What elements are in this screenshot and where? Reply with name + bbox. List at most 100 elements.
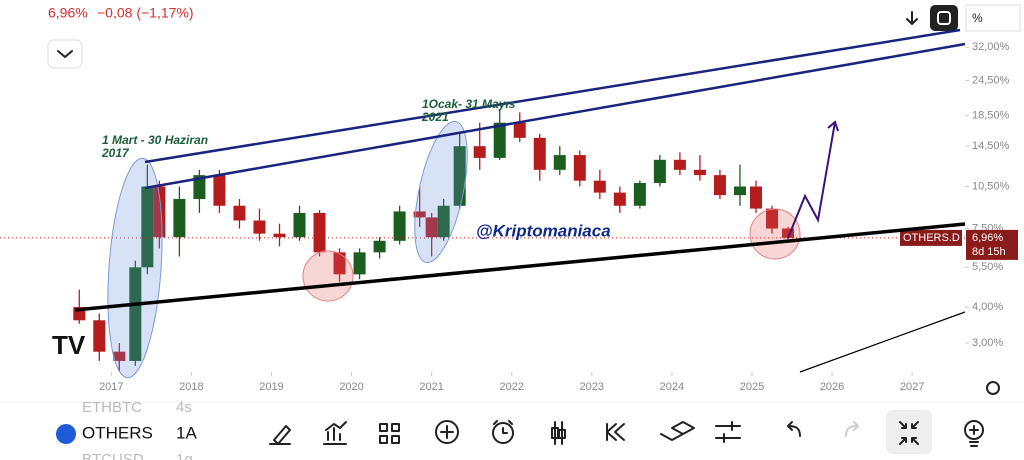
download-icon[interactable] — [906, 11, 918, 25]
arrow-head — [827, 120, 839, 132]
candle-body — [713, 175, 726, 196]
y-tick-label: 32,00% — [972, 41, 1010, 53]
candle-body — [333, 252, 346, 275]
interval[interactable]: 1A — [176, 423, 197, 442]
annotation: 1 Mart - 30 Haziran — [102, 133, 208, 147]
layouts[interactable] — [379, 423, 400, 444]
y-tick-label: 3,00% — [972, 337, 1003, 349]
candle-body — [673, 159, 686, 170]
highlight-circle — [302, 250, 354, 302]
candle-body — [733, 186, 746, 196]
symbol[interactable]: OTHERS — [82, 423, 153, 442]
candle-body — [533, 137, 546, 170]
candle-body — [393, 211, 406, 241]
countdown-label: 8d 15h — [972, 246, 1006, 258]
candle-body — [593, 180, 606, 193]
candle-body — [633, 182, 646, 206]
fullscreen-icon — [937, 11, 951, 25]
x-tick-label: 2018 — [179, 381, 203, 393]
candle-body — [473, 146, 486, 158]
candle-body — [653, 159, 666, 183]
watchlist-symbol[interactable]: ETHBTC — [82, 399, 142, 416]
header-change: −0,08 (−1,17%) — [97, 5, 194, 21]
candle-body — [493, 122, 506, 158]
candle-body — [273, 233, 286, 238]
collapse-button[interactable] — [47, 39, 83, 69]
y-tick-label: 4,00% — [972, 301, 1003, 313]
candle-body — [749, 186, 762, 209]
projection-arrow — [787, 121, 836, 239]
annotation: 2021 — [421, 110, 449, 124]
channel-line — [144, 42, 966, 190]
x-tick-label: 2017 — [99, 381, 123, 393]
highlight-ellipse — [107, 157, 163, 379]
watchlist-interval: 1g — [176, 451, 193, 460]
scale-label: % — [972, 11, 983, 25]
fit-icon — [899, 421, 919, 445]
x-tick-label: 2026 — [820, 381, 844, 393]
candle-body — [573, 155, 586, 181]
fullscreen-button[interactable] — [930, 5, 958, 31]
x-tick-label: 2027 — [900, 381, 924, 393]
candle-body — [373, 240, 386, 253]
toolbar-icons — [269, 420, 859, 445]
candle-body — [193, 175, 206, 200]
candle-body — [513, 122, 526, 138]
price-tag-label: 6,96% — [972, 232, 1003, 244]
drawings — [74, 28, 966, 379]
x-tick-label: 2019 — [259, 381, 283, 393]
indicators[interactable] — [323, 421, 347, 445]
alert[interactable] — [492, 422, 514, 444]
y-tick-label: 10,50% — [972, 180, 1010, 192]
candle-body — [233, 205, 246, 221]
y-tick-label: 14,50% — [972, 140, 1010, 152]
chevron-icon — [57, 50, 73, 58]
candle-body — [453, 146, 466, 206]
y-tick-label: 24,50% — [972, 75, 1010, 87]
y-tick-label: 18,50% — [972, 110, 1010, 122]
candle-body — [173, 199, 186, 238]
settings-gear[interactable] — [986, 381, 1000, 395]
y-tick-label: 5,50% — [972, 261, 1003, 273]
channel-line — [144, 28, 961, 164]
candle-body — [129, 267, 142, 361]
ideas-icon — [969, 425, 979, 447]
candle-body — [253, 220, 266, 234]
x-tick-label: 2021 — [419, 381, 443, 393]
add[interactable] — [435, 420, 459, 444]
candle-body — [553, 155, 566, 170]
annotation: 1Ocak- 31 Mayıs — [422, 97, 516, 111]
symbol-tag — [900, 229, 962, 246]
candle-body — [93, 320, 106, 352]
scale-button[interactable] — [965, 4, 1021, 32]
annotation: 2017 — [101, 146, 130, 160]
header-price: 6,96% — [48, 5, 88, 21]
candle-body — [437, 205, 450, 238]
x-tick-label: 2023 — [580, 381, 604, 393]
layers[interactable] — [660, 421, 695, 441]
redo — [845, 421, 859, 437]
settings[interactable] — [715, 421, 741, 443]
candle-body — [213, 175, 226, 206]
candle-body — [293, 212, 306, 238]
draw-tool[interactable] — [269, 425, 291, 445]
fit-button[interactable] — [886, 410, 932, 454]
x-tick-label: 2020 — [339, 381, 363, 393]
chart-type[interactable] — [551, 421, 566, 445]
x-tick-label: 2025 — [740, 381, 764, 393]
candle-body — [113, 351, 126, 361]
logo: TV — [52, 330, 86, 360]
symbol-tag-label: OTHERS.D — [903, 232, 960, 244]
highlight-ellipse — [414, 120, 468, 264]
candle-body — [425, 217, 438, 238]
replay[interactable] — [606, 423, 625, 441]
watchlist-symbol[interactable]: BTCUSD — [82, 451, 144, 460]
undo[interactable] — [787, 421, 801, 437]
drawing-line — [799, 311, 966, 373]
highlight-circle — [749, 208, 801, 260]
candle-body — [693, 169, 706, 176]
ideas-button[interactable] — [964, 420, 984, 440]
candle-body — [413, 211, 426, 218]
